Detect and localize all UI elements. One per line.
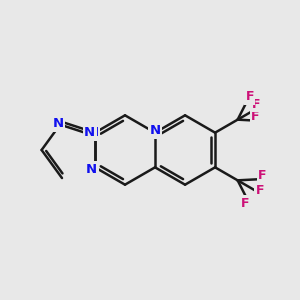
Text: N: N xyxy=(86,163,97,176)
Text: F: F xyxy=(246,91,254,103)
Text: F: F xyxy=(258,169,267,182)
Text: N: N xyxy=(88,126,99,139)
Text: N: N xyxy=(52,117,63,130)
Text: F: F xyxy=(256,184,264,197)
Text: F: F xyxy=(251,98,260,111)
Text: N: N xyxy=(149,124,161,137)
Text: F: F xyxy=(251,110,260,123)
Text: N: N xyxy=(84,126,95,139)
Text: F: F xyxy=(241,196,250,209)
